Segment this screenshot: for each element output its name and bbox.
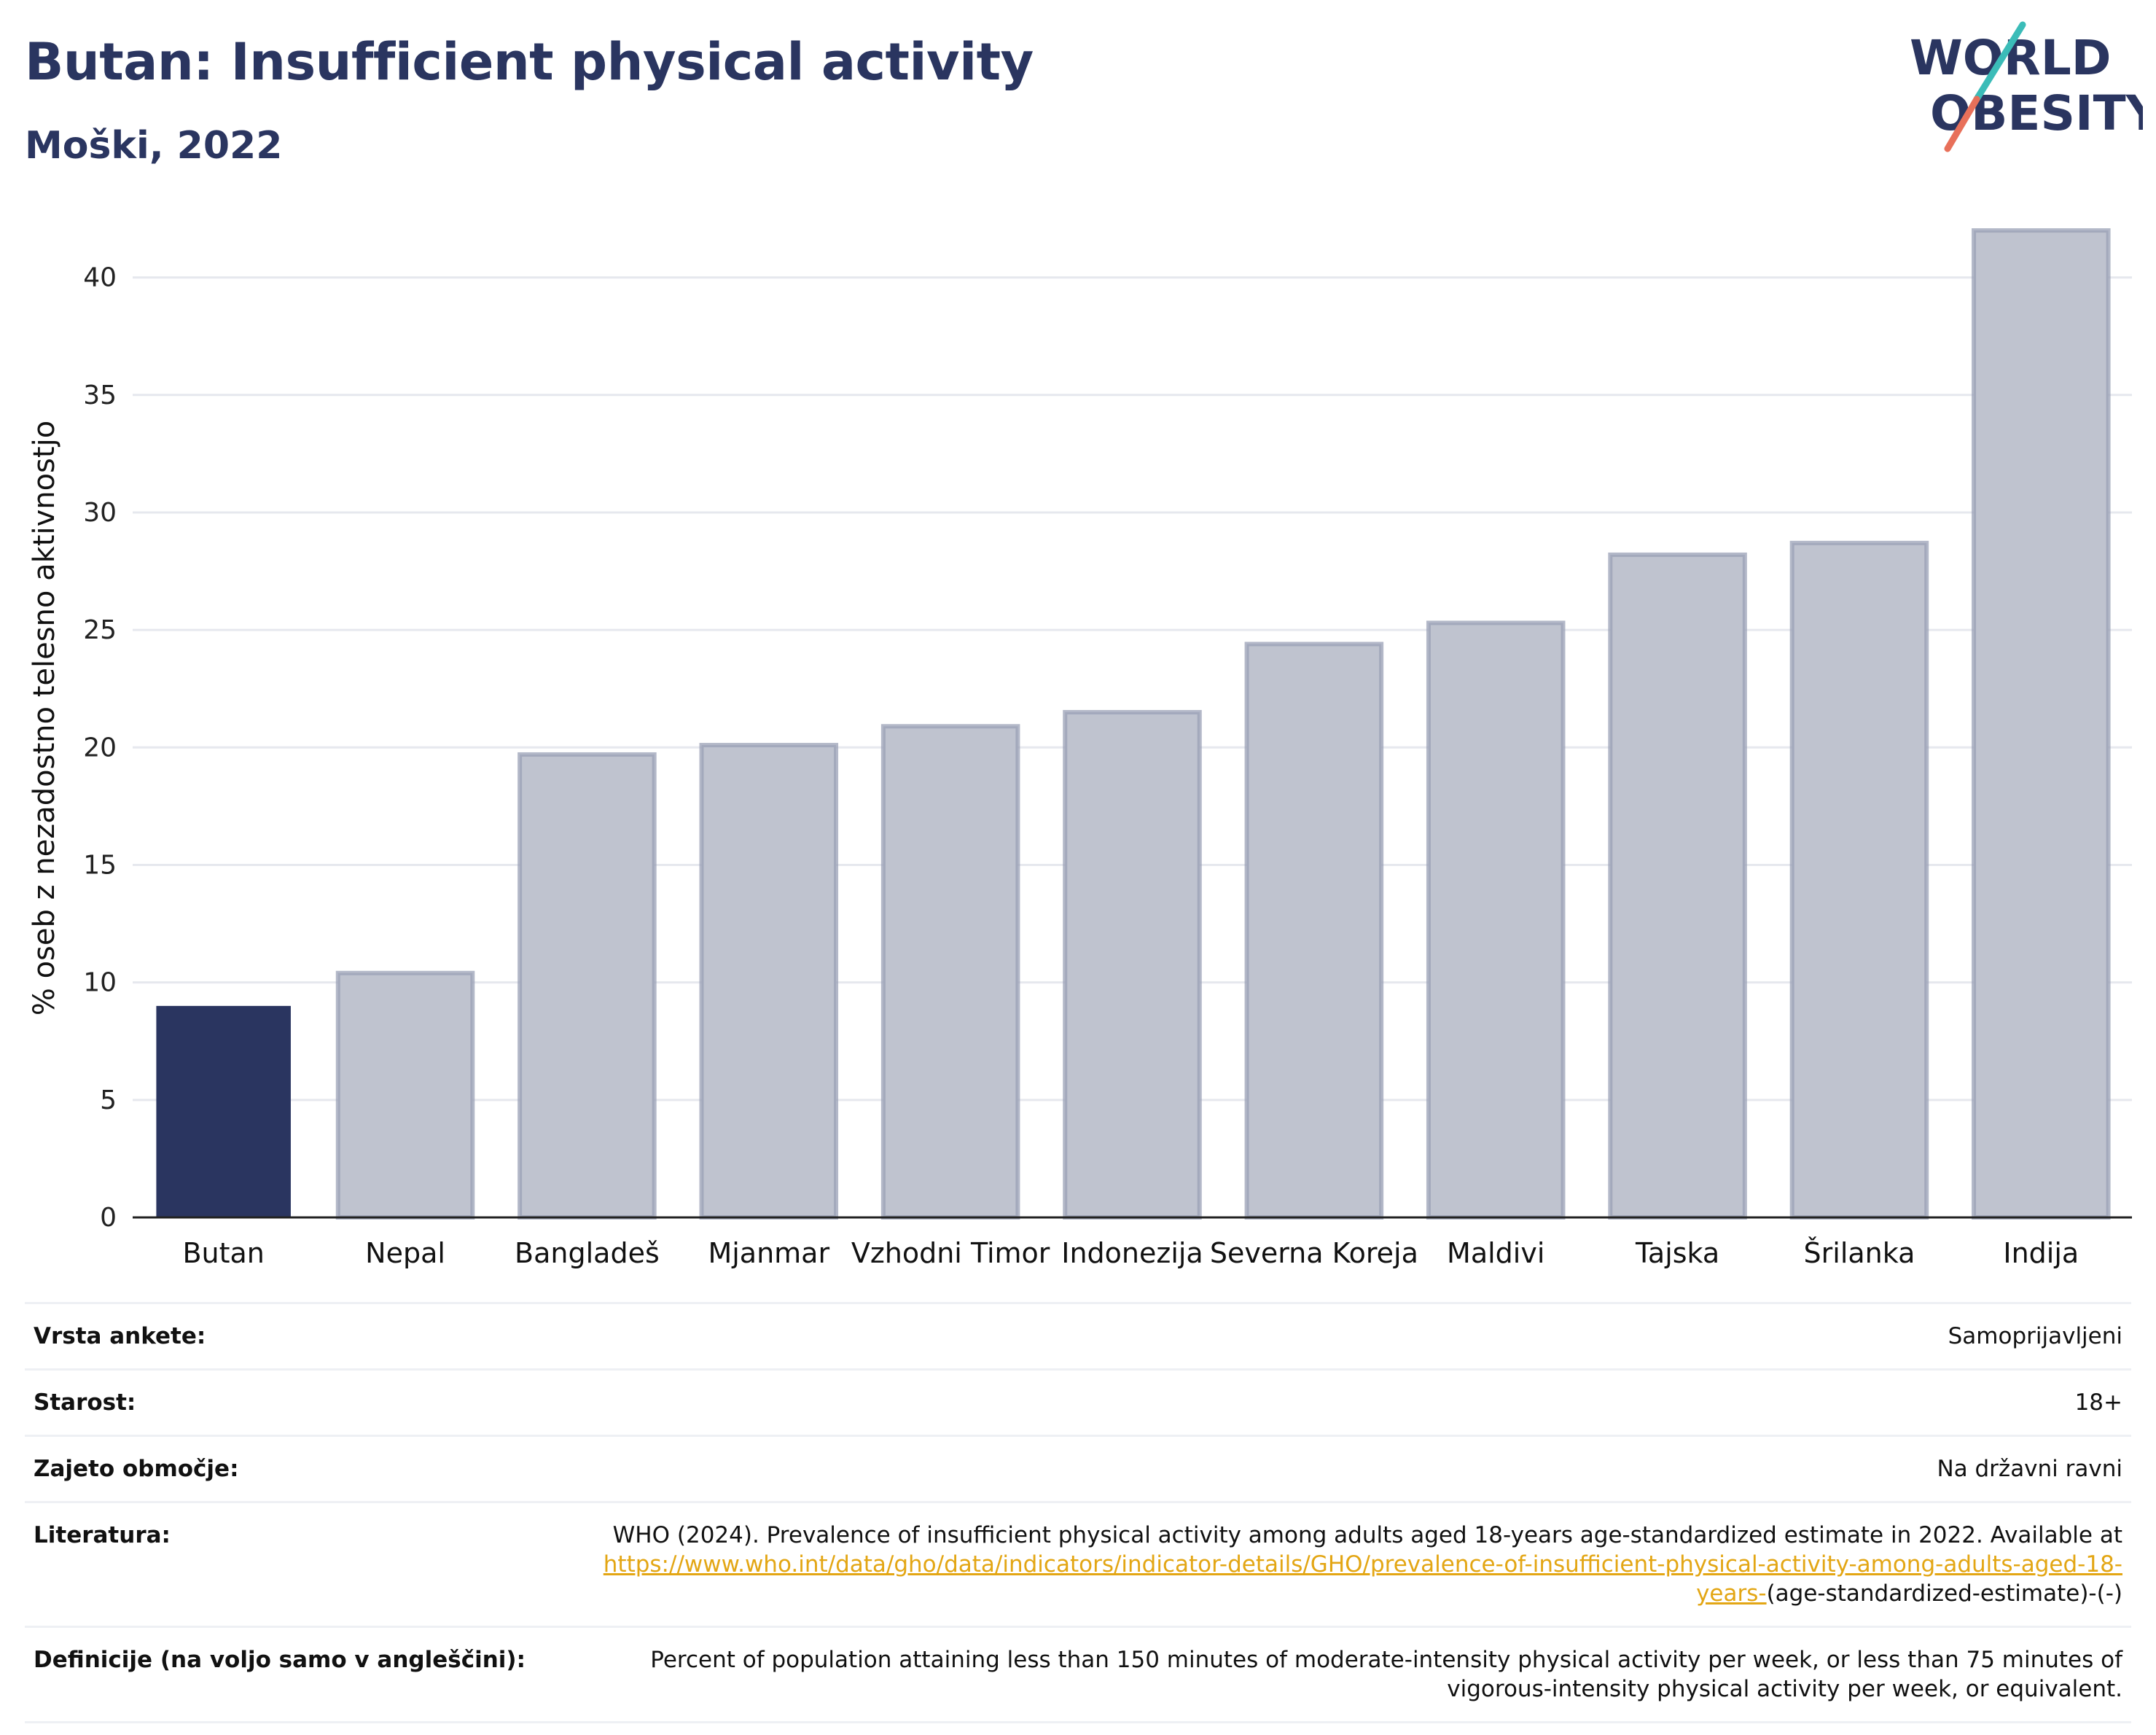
x-tick-label: Maldivi: [1447, 1237, 1544, 1269]
info-table: Vrsta ankete: Samoprijavljeni Starost: 1…: [25, 1302, 2131, 1723]
logo-slash-coral: [1944, 95, 1980, 152]
bar-2: [335, 970, 475, 1220]
x-tick-label: Šrilanka: [1804, 1237, 1915, 1269]
x-tick-label: Tajska: [1635, 1237, 1719, 1269]
coverage-value: Na državni ravni: [1937, 1456, 2122, 1482]
age-value: 18+: [2074, 1389, 2122, 1416]
bar-6: [1063, 709, 1202, 1220]
survey-label: Vrsta ankete:: [34, 1323, 206, 1349]
x-tick-label: Vzhodni Timor: [851, 1237, 1050, 1269]
info-row-age: Starost: 18+: [25, 1368, 2131, 1435]
info-row-survey: Vrsta ankete: Samoprijavljeni: [25, 1302, 2131, 1368]
y-tick-label: 0: [100, 1203, 117, 1233]
y-tick-label: 25: [83, 615, 117, 645]
definition-label: Definicije (na voljo samo v angleščini):: [34, 1647, 526, 1673]
bar-10: [1789, 540, 1929, 1220]
survey-value: Samoprijavljeni: [1948, 1323, 2122, 1349]
y-tick-label: 10: [83, 968, 117, 998]
reference-label: Literatura:: [34, 1522, 171, 1548]
y-tick-label: 20: [83, 733, 117, 763]
definition-value: Percent of population attaining less tha…: [650, 1647, 2122, 1702]
x-tick-label: Mjanmar: [708, 1237, 829, 1269]
y-axis-label: % oseb z nezadostno telesno aktivnostjo: [28, 421, 61, 1015]
y-tick-label: 15: [83, 850, 117, 880]
reference-text: WHO (2024). Prevalence of insufficient p…: [612, 1522, 2122, 1548]
bar-8: [1426, 620, 1566, 1220]
reference-suffix: (age-standardized-estimate)-(-): [1766, 1580, 2122, 1607]
bar-4: [699, 743, 839, 1220]
reference-value: WHO (2024). Prevalence of insufficient p…: [558, 1521, 2122, 1608]
reference-link[interactable]: https://www.who.int/data/gho/data/indica…: [603, 1551, 2122, 1607]
x-tick-label: Nepal: [365, 1237, 445, 1269]
coverage-label: Zajeto območje:: [34, 1456, 239, 1482]
info-row-reference: Literatura: WHO (2024). Prevalence of in…: [25, 1501, 2131, 1626]
bar-1: [156, 1005, 291, 1217]
y-tick-label: 5: [100, 1085, 117, 1115]
bar-7: [1244, 642, 1384, 1220]
info-row-definition: Definicije (na voljo samo v angleščini):…: [25, 1626, 2131, 1723]
y-tick-label: 30: [83, 498, 117, 528]
world-obesity-logo: WORLD OBESITY: [1910, 21, 2143, 152]
bar-5: [880, 724, 1020, 1220]
x-tick-label: Indonezija: [1061, 1237, 1203, 1269]
logo-slash-teal: [1973, 21, 2026, 103]
bar-chart: 0 5 10 15 20 25 30 35 40 % oseb z nezadostno tele…: [28, 228, 2132, 1269]
chart-title: Butan: Insufficient physical activity: [25, 32, 1034, 92]
bar-3: [517, 752, 657, 1220]
x-tick-label: Indija: [2003, 1237, 2079, 1269]
x-tick-label: Severna Koreja: [1210, 1237, 1418, 1269]
chart-subtitle: Moški, 2022: [25, 124, 283, 168]
x-tick-label: Bangladeš: [515, 1237, 660, 1269]
bar-9: [1608, 552, 1747, 1220]
x-tick-label: Butan: [182, 1237, 264, 1269]
bar-11: [1972, 228, 2111, 1220]
age-label: Starost:: [34, 1389, 136, 1416]
info-row-coverage: Zajeto območje: Na državni ravni: [25, 1435, 2131, 1501]
y-tick-label: 40: [83, 263, 117, 293]
y-tick-label: 35: [83, 381, 117, 410]
